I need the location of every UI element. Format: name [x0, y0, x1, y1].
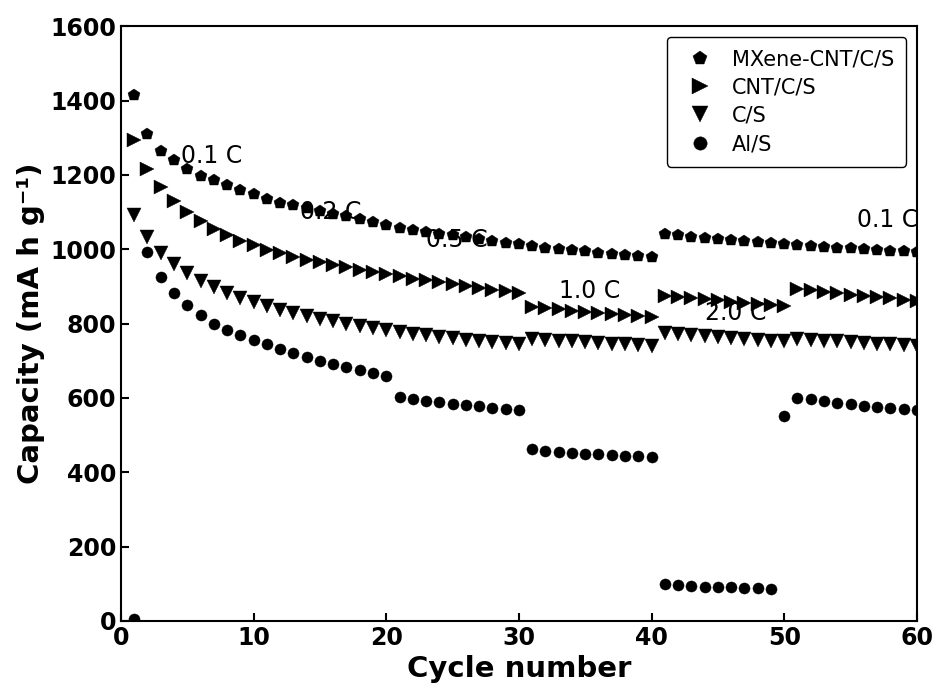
CNT/C/S	[261, 246, 273, 254]
Line: MXene-CNT/C/S: MXene-CNT/C/S	[128, 89, 923, 263]
CNT/C/S	[911, 297, 922, 305]
C/S	[261, 302, 273, 310]
Text: 0.2 C: 0.2 C	[300, 200, 361, 225]
Text: 0.1 C: 0.1 C	[180, 144, 242, 168]
Al/S	[275, 344, 286, 353]
C/S	[646, 342, 657, 350]
Text: 0.5 C: 0.5 C	[426, 228, 487, 252]
X-axis label: Cycle number: Cycle number	[407, 655, 631, 683]
C/S	[128, 211, 140, 219]
Legend: MXene-CNT/C/S, CNT/C/S, C/S, Al/S: MXene-CNT/C/S, CNT/C/S, C/S, Al/S	[667, 36, 906, 167]
Line: Al/S: Al/S	[128, 246, 922, 624]
Al/S	[341, 363, 352, 371]
Line: C/S: C/S	[127, 208, 923, 353]
C/S	[381, 326, 392, 334]
Al/S	[911, 406, 922, 414]
MXene-CNT/C/S	[381, 220, 392, 229]
MXene-CNT/C/S	[646, 253, 657, 261]
CNT/C/S	[328, 260, 339, 269]
CNT/C/S	[646, 313, 657, 321]
CNT/C/S	[394, 272, 406, 281]
MXene-CNT/C/S	[619, 251, 631, 259]
MXene-CNT/C/S	[328, 210, 339, 218]
C/S	[394, 328, 406, 336]
C/S	[328, 317, 339, 326]
C/S	[619, 340, 631, 349]
C/S	[354, 321, 366, 330]
MXene-CNT/C/S	[354, 216, 366, 224]
CNT/C/S	[381, 270, 392, 279]
MXene-CNT/C/S	[128, 91, 140, 99]
Al/S	[633, 452, 644, 461]
Al/S	[368, 369, 379, 377]
MXene-CNT/C/S	[394, 223, 406, 232]
C/S	[911, 342, 922, 350]
MXene-CNT/C/S	[911, 248, 922, 256]
MXene-CNT/C/S	[261, 195, 273, 203]
Al/S	[128, 615, 140, 623]
CNT/C/S	[619, 311, 631, 319]
Text: 2.0 C: 2.0 C	[705, 301, 766, 325]
CNT/C/S	[354, 265, 366, 274]
Al/S	[142, 248, 153, 256]
Al/S	[408, 395, 419, 403]
Text: 0.1 C: 0.1 C	[857, 208, 919, 232]
Line: CNT/C/S: CNT/C/S	[127, 132, 923, 324]
CNT/C/S	[128, 135, 140, 143]
Text: 1.0 C: 1.0 C	[559, 279, 620, 302]
Al/S	[394, 393, 406, 401]
Y-axis label: Capacity (mA h g⁻¹): Capacity (mA h g⁻¹)	[17, 163, 45, 484]
